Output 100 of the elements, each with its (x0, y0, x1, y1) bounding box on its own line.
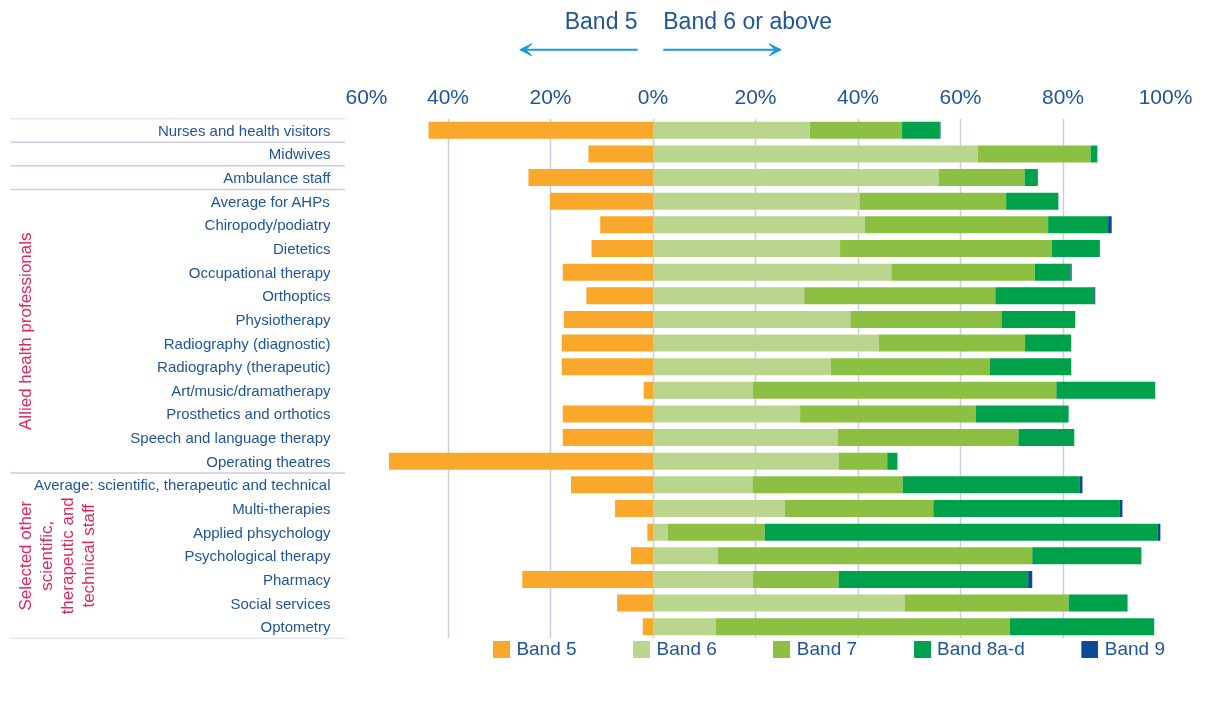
bar (653, 121, 810, 139)
x-tick-label: 20% (529, 84, 572, 108)
bar (1108, 216, 1112, 234)
bar (902, 121, 940, 139)
bar (528, 169, 653, 187)
y-tick-label: Optometry (260, 618, 331, 636)
bar (571, 476, 653, 494)
bar (653, 169, 939, 187)
bar (904, 594, 1069, 612)
bar (653, 618, 717, 636)
bar (653, 334, 880, 352)
y-tick-label: Radiography (therapeutic) (157, 358, 331, 376)
bar (840, 239, 1052, 258)
bar (864, 216, 1049, 234)
bar (588, 145, 653, 163)
legend-label: Band 9 (1104, 638, 1165, 660)
y-tick-label: Speech and language therapy (130, 429, 331, 447)
y-tick-label: Applied phsychology (192, 523, 331, 541)
bar (1006, 192, 1059, 210)
bar (1034, 263, 1071, 281)
bar (977, 145, 1091, 163)
bar (653, 287, 805, 305)
legend-label: Band 8a-d (937, 638, 1025, 660)
bar (1048, 216, 1109, 234)
x-tick-label: 40% (836, 84, 880, 108)
x-tick-label: 100% (1138, 84, 1193, 108)
bar (389, 452, 653, 470)
bar (653, 452, 839, 470)
bar (1119, 499, 1123, 518)
y-tick-label: Midwives (268, 145, 331, 163)
y-tick-label: Orthoptics (262, 287, 331, 305)
x-tick-label: 20% (734, 84, 777, 108)
bar (1018, 429, 1075, 447)
y-tick-label: Radiography (diagnostic) (163, 334, 331, 352)
bar (563, 310, 653, 328)
legend-label: Band 6 (656, 638, 717, 660)
text: Allied health professionals (16, 232, 35, 430)
bar (561, 358, 653, 376)
y-tick-label: Physiotherapy (235, 310, 331, 328)
bar (653, 523, 668, 541)
bar (653, 263, 892, 281)
text: Selected other scientific, therapeutic and technical staff (16, 497, 98, 615)
bar (1009, 618, 1155, 636)
bar (838, 570, 1029, 588)
bar (653, 192, 860, 210)
bar (717, 547, 1033, 565)
bar (653, 358, 831, 376)
bar (1028, 570, 1033, 588)
bar (879, 334, 1026, 352)
bar (562, 429, 653, 447)
bar (653, 594, 905, 612)
bar (653, 476, 753, 494)
y-tick-label: Multi-therapies (232, 500, 331, 517)
x-tick-label: 0% (637, 84, 669, 108)
x-tick-label: 60% (345, 84, 388, 108)
bar (1056, 381, 1156, 399)
bar (752, 570, 839, 588)
y-tick-label: Average: scientific, therapeutic and technical (33, 476, 331, 494)
y-tick-label: Average for AHPs (210, 192, 330, 210)
bar (617, 594, 653, 612)
bar (653, 216, 865, 234)
bar (647, 523, 653, 541)
bar (891, 263, 1035, 281)
y-tick-label: Operating theatres (206, 452, 331, 470)
bar (1025, 334, 1072, 352)
bar (975, 405, 1069, 423)
bar (938, 169, 1025, 187)
bar (752, 476, 903, 494)
bar (600, 216, 653, 234)
bar (995, 287, 1095, 305)
bar (1068, 594, 1128, 612)
text: Band 6 or above (663, 7, 833, 34)
y-tick-label: Art/music/dramatherapy (171, 381, 331, 399)
y-tick-label: Prosthetics and orthotics (166, 405, 331, 423)
y-tick-label: Nurses and health visitors (157, 121, 331, 139)
x-tick-label: 60% (939, 84, 982, 108)
bar (653, 145, 978, 163)
bar (667, 523, 765, 541)
bar (642, 618, 653, 636)
bar (1001, 310, 1076, 328)
bar (653, 381, 753, 399)
bar (887, 452, 898, 470)
y-tick-label: Psychological therapy (184, 547, 331, 565)
bar (804, 287, 996, 305)
bar (800, 405, 976, 423)
bar (850, 310, 1002, 328)
y-tick-label: Dietetics (272, 240, 331, 257)
y-tick-label: Social services (230, 594, 331, 612)
bar (653, 405, 801, 423)
bar (562, 263, 653, 281)
bar (1090, 145, 1098, 163)
legend-label: Band 5 (516, 638, 577, 660)
bar (615, 499, 653, 518)
bar (643, 381, 653, 399)
bar (591, 239, 653, 258)
text: Band 5 (564, 7, 638, 34)
bar (838, 452, 888, 470)
bar (630, 547, 653, 565)
y-tick-label: Ambulance staff (223, 169, 332, 187)
bar (1024, 169, 1038, 187)
